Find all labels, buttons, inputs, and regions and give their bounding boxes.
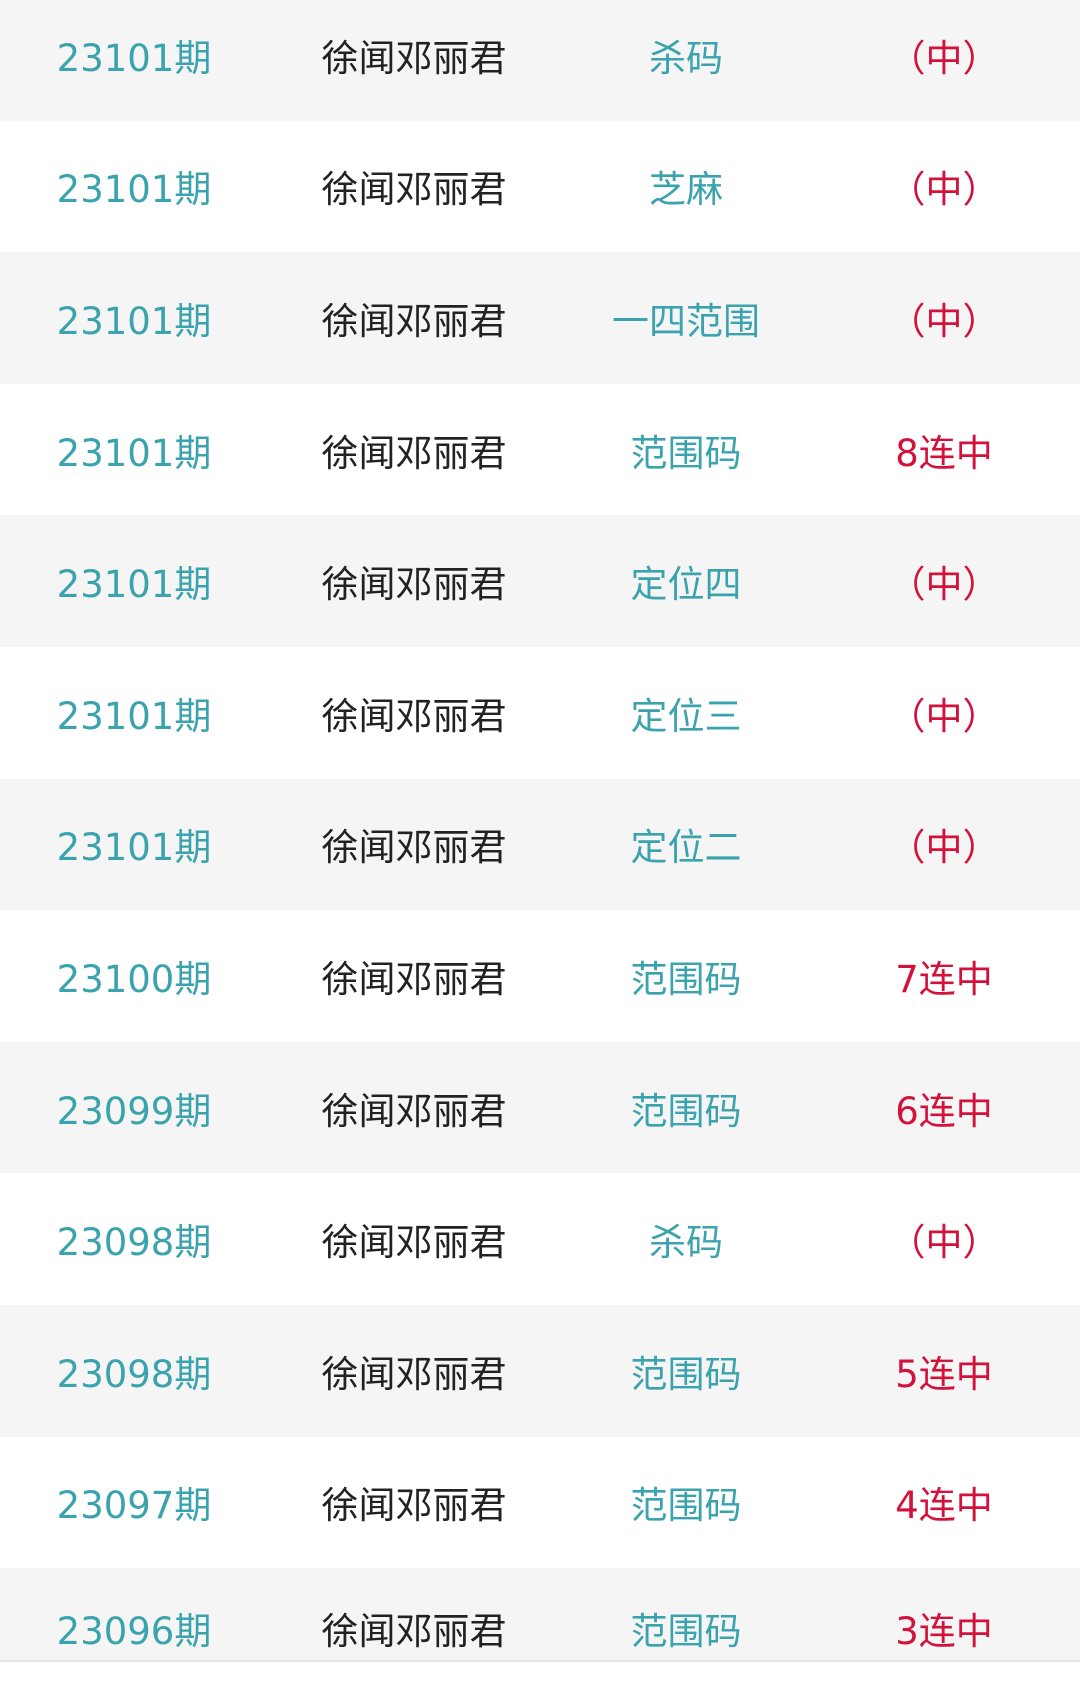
issue-number: 23100期	[56, 957, 212, 1001]
table-row[interactable]: 23101期 徐闻邓丽君 杀码 （中）	[0, 0, 1080, 121]
table-row[interactable]: 23099期 徐闻邓丽君 范围码 6连中	[0, 1041, 1080, 1174]
prediction-type: 定位四	[630, 563, 742, 607]
result-status: （中）	[888, 168, 1000, 212]
prediction-type: 范围码	[630, 957, 742, 1001]
table-row[interactable]: 23101期 徐闻邓丽君 定位四 （中）	[0, 515, 1080, 647]
prediction-type: 芝麻	[649, 168, 723, 212]
issue-number: 23099期	[56, 1089, 212, 1133]
author-name: 徐闻邓丽君	[321, 1352, 507, 1396]
result-status: 6连中	[895, 1089, 993, 1133]
prediction-type: 定位二	[630, 826, 742, 870]
table-row[interactable]: 23101期 徐闻邓丽君 定位三 （中）	[0, 646, 1080, 779]
prediction-type: 一四范围	[612, 299, 760, 343]
issue-number: 23101期	[56, 694, 212, 738]
result-status: （中）	[888, 36, 1000, 80]
prediction-type: 范围码	[630, 1484, 742, 1528]
table-row[interactable]: 23101期 徐闻邓丽君 一四范围 （中）	[0, 252, 1080, 384]
issue-number: 23096期	[56, 1610, 212, 1654]
prediction-type: 杀码	[649, 1221, 723, 1265]
author-name: 徐闻邓丽君	[321, 431, 507, 475]
table-row[interactable]: 23098期 徐闻邓丽君 杀码 （中）	[0, 1173, 1080, 1305]
author-name: 徐闻邓丽君	[321, 1221, 507, 1265]
prediction-type: 范围码	[630, 1089, 742, 1133]
table-row[interactable]: 23101期 徐闻邓丽君 范围码 8连中	[0, 383, 1080, 516]
result-status: （中）	[888, 1221, 1000, 1265]
table-row[interactable]: 23101期 徐闻邓丽君 定位二 （中）	[0, 778, 1080, 911]
table-row[interactable]: 23098期 徐闻邓丽君 范围码 5连中	[0, 1304, 1080, 1437]
result-status: 5连中	[895, 1352, 993, 1396]
author-name: 徐闻邓丽君	[321, 168, 507, 212]
table-row[interactable]: 23100期 徐闻邓丽君 范围码 7连中	[0, 910, 1080, 1042]
issue-number: 23101期	[56, 431, 212, 475]
issue-number: 23098期	[56, 1352, 212, 1396]
author-name: 徐闻邓丽君	[321, 1610, 507, 1654]
author-name: 徐闻邓丽君	[321, 36, 507, 80]
issue-number: 23101期	[56, 563, 212, 607]
author-name: 徐闻邓丽君	[321, 1089, 507, 1133]
issue-number: 23101期	[56, 826, 212, 870]
author-name: 徐闻邓丽君	[321, 826, 507, 870]
prediction-type: 范围码	[630, 1610, 742, 1654]
result-status: 8连中	[895, 431, 993, 475]
result-status: 7连中	[895, 957, 993, 1001]
prediction-type: 定位三	[630, 694, 742, 738]
table-row[interactable]: 23101期 徐闻邓丽君 芝麻 （中）	[0, 120, 1080, 253]
author-name: 徐闻邓丽君	[321, 563, 507, 607]
result-status: （中）	[888, 563, 1000, 607]
table-row[interactable]: 23096期 徐闻邓丽君 范围码 3连中	[0, 1568, 1080, 1663]
author-name: 徐闻邓丽君	[321, 1484, 507, 1528]
result-status: 4连中	[895, 1484, 993, 1528]
issue-number: 23098期	[56, 1221, 212, 1265]
issue-number: 23101期	[56, 299, 212, 343]
prediction-type: 杀码	[649, 36, 723, 80]
result-status: （中）	[888, 826, 1000, 870]
result-status: 3连中	[895, 1610, 993, 1654]
prediction-type: 范围码	[630, 431, 742, 475]
author-name: 徐闻邓丽君	[321, 957, 507, 1001]
result-status: （中）	[888, 299, 1000, 343]
issue-number: 23101期	[56, 36, 212, 80]
issue-number: 23101期	[56, 168, 212, 212]
author-name: 徐闻邓丽君	[321, 299, 507, 343]
author-name: 徐闻邓丽君	[321, 694, 507, 738]
issue-number: 23097期	[56, 1484, 212, 1528]
prediction-type: 范围码	[630, 1352, 742, 1396]
result-status: （中）	[888, 694, 1000, 738]
table-row[interactable]: 23097期 徐闻邓丽君 范围码 4连中	[0, 1436, 1080, 1569]
